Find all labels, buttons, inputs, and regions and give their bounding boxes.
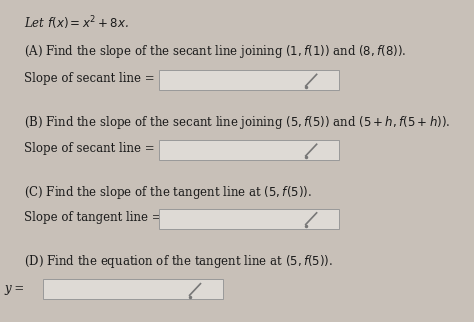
Text: (B) Find the slope of the secant line joining $(5, f(5))$ and $(5 + h, f(5 + h)): (B) Find the slope of the secant line jo… [24,114,450,131]
Text: y =: y = [5,282,25,295]
Text: (A) Find the slope of the secant line joining $(1, f(1))$ and $(8, f(8))$.: (A) Find the slope of the secant line jo… [24,43,406,61]
Text: (C) Find the slope of the tangent line at $(5, f(5))$.: (C) Find the slope of the tangent line a… [24,184,311,201]
Bar [159,209,339,229]
Bar [159,140,339,160]
Text: Slope of secant line =: Slope of secant line = [24,72,155,85]
Text: Slope of secant line =: Slope of secant line = [24,142,155,155]
Bar [43,279,223,299]
Text: Slope of tangent line =: Slope of tangent line = [24,211,161,224]
Bar [159,70,339,90]
Text: Let $f(x) = x^2 + 8x$.: Let $f(x) = x^2 + 8x$. [24,14,128,32]
Text: (D) Find the equation of the tangent line at $(5, f(5))$.: (D) Find the equation of the tangent lin… [24,253,333,270]
